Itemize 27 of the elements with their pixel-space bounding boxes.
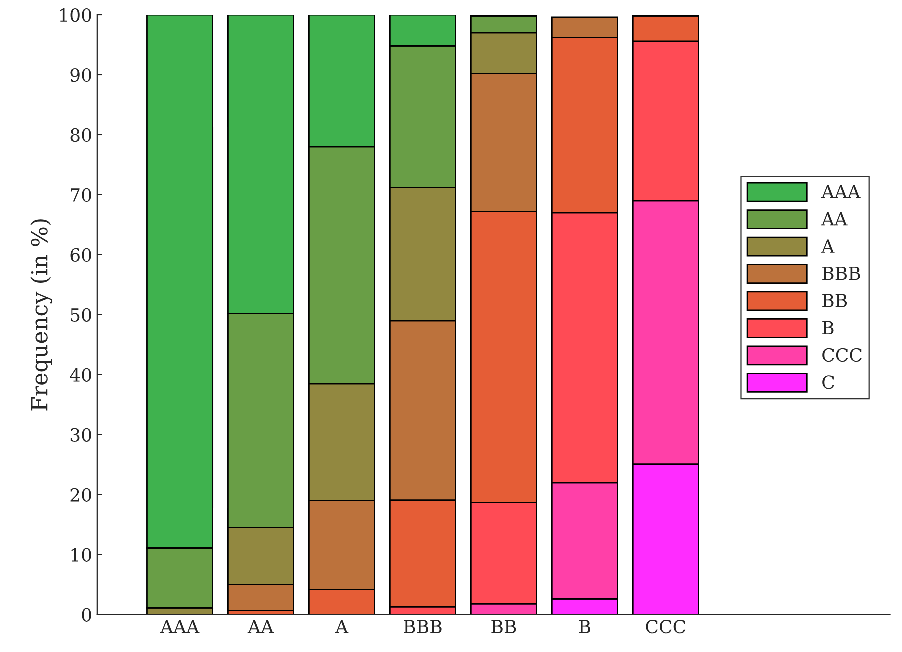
y-tick-label: 50 [71,308,92,322]
y-tick-label: 0 [82,608,92,622]
y-tick-label: 20 [70,488,92,502]
legend-label: AA [821,212,848,226]
legend-label: CCC [822,348,862,362]
y-tick-label: 10 [72,548,92,562]
legend-label: C [822,376,834,390]
x-tick-label: A [335,620,349,634]
y-axis-title: Frequency (in %) [30,220,53,411]
y-tick-label: 100 [60,8,92,22]
legend-label: AAA [821,185,861,198]
x-tick-label: AA [248,620,274,634]
x-tick-label: BBB [404,620,442,634]
legend-label: B [822,321,834,335]
x-tick-label: AAA [160,620,200,634]
legend-label: BB [822,294,848,308]
y-tick-label: 90 [70,68,92,82]
y-tick-label: 80 [70,128,92,142]
y-tick-label: 30 [70,428,92,442]
x-tick-label: BB [492,620,516,634]
y-tick-label: 40 [70,368,92,382]
legend-label: BBB [822,266,860,280]
y-tick-label: 60 [70,248,92,262]
x-tick-label: CCC [646,620,686,634]
x-tick-label: B [579,620,590,634]
y-tick-label: 70 [71,188,92,202]
legend-label: A [821,240,835,253]
